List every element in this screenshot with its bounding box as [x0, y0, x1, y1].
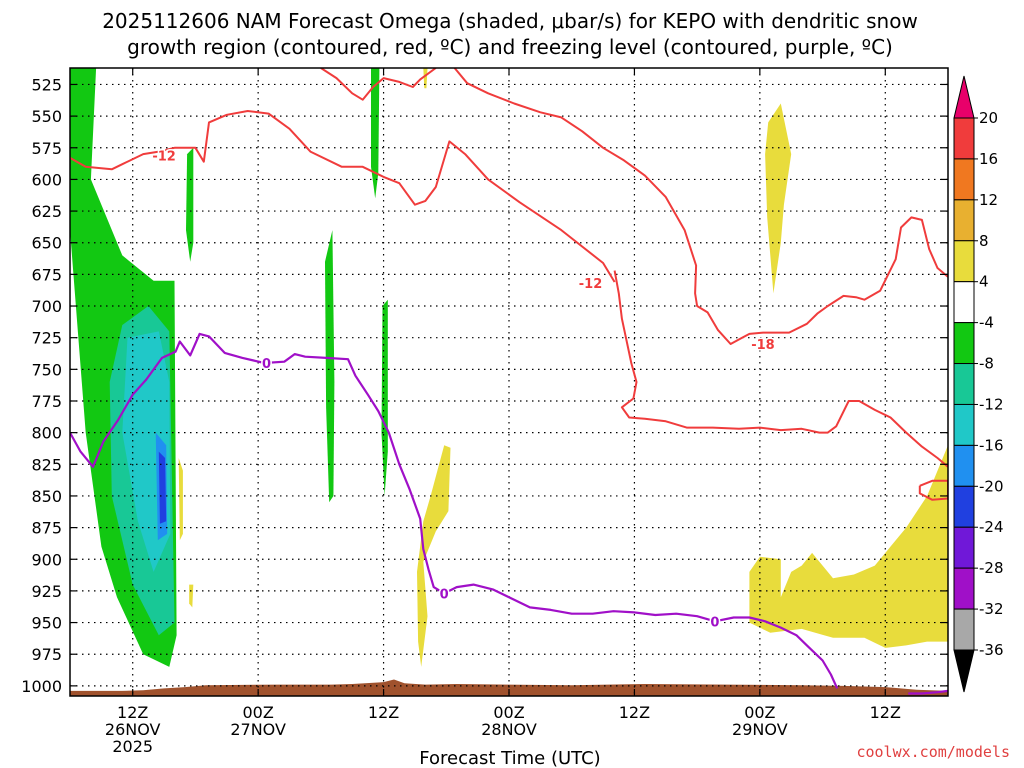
colorbar-cell-3: [953, 240, 975, 283]
y-tick-label-14: 875: [31, 519, 62, 538]
dgz-label-1: -12: [579, 277, 603, 292]
credit-text: coolwx.com/models: [856, 743, 1010, 761]
colorbar: 20 16 12 8 4 -4 -8 -12 -16 -20 -24 -28 -32 -36: [953, 75, 1004, 693]
y-tick-label-18: 975: [31, 645, 62, 664]
colorbar-label-1: 16: [979, 150, 998, 168]
chart-title: 2025112606 NAM Forecast Omega (shaded, μ…: [102, 9, 918, 59]
title-line-2: growth region (contoured, red, ºC) and f…: [127, 35, 893, 59]
y-tick-label-3: 600: [31, 170, 62, 189]
dgz-label-0: -12: [152, 149, 176, 164]
y-tick-label-12: 825: [31, 455, 62, 474]
freezing-contour-2: [908, 689, 948, 695]
terrain: [70, 679, 948, 696]
y-tick-label-13: 850: [31, 487, 62, 506]
x-tick-label-2-0: 12Z: [368, 703, 399, 722]
y-tick-label-9: 750: [31, 360, 62, 379]
y-tick-label-8: 725: [31, 329, 62, 348]
omega-shading: [70, 68, 948, 667]
colorbar-label-5: -4: [979, 314, 994, 332]
y-axis: 525 550 575 600 625 650 675 700 725 750 775 800 825 8…: [21, 75, 948, 696]
freezing-contour: [70, 332, 839, 689]
omega-region-4: [158, 451, 167, 524]
colorbar-cell-10: [953, 526, 975, 569]
colorbar-label-4: 4: [979, 273, 989, 291]
x-tick-label-0-2: 2025: [112, 737, 153, 756]
contours: [70, 68, 948, 695]
y-tick-label-1: 550: [31, 107, 62, 126]
omega-region-7: [371, 68, 380, 199]
colorbar-label-13: -36: [979, 641, 1004, 659]
colorbar-label-2: 12: [979, 191, 998, 209]
colorbar-label-6: -8: [979, 355, 994, 373]
freezing-label-2: 0: [710, 615, 719, 630]
dgz-contour-4: [453, 68, 948, 345]
colorbar-cell-0: [953, 117, 975, 160]
colorbar-cell-6: [953, 363, 975, 405]
omega-region-5: [186, 147, 194, 262]
colorbar-label-10: -24: [979, 518, 1004, 536]
x-tick-label-0-0: 12Z: [117, 703, 148, 722]
colorbar-cell-7: [953, 403, 975, 446]
dgz-contour-3: [320, 68, 437, 101]
grid: [70, 68, 948, 696]
omega-region-12: [417, 445, 451, 667]
colorbar-label-8: -16: [979, 436, 1004, 454]
dgz-contour-2: [918, 479, 948, 501]
colorbar-cell-2: [953, 199, 975, 242]
y-tick-label-7: 700: [31, 297, 62, 316]
x-tick-label-1-1: 27NOV: [230, 720, 286, 739]
y-tick-label-15: 900: [31, 550, 62, 569]
freezing-label-1: 0: [440, 587, 449, 602]
colorbar-label-11: -28: [979, 559, 1004, 577]
x-tick-label-5-1: 29NOV: [732, 720, 788, 739]
dgz-contour-1: [613, 270, 948, 468]
y-tick-label-2: 575: [31, 139, 62, 158]
colorbar-cell-12: [953, 608, 975, 651]
colorbar-bottom-triangle: [953, 649, 975, 693]
x-tick-label-1-0: 00Z: [242, 703, 273, 722]
dgz-label-4: -18: [751, 338, 775, 353]
colorbar-label-0: 20: [979, 109, 998, 127]
y-tick-label-17: 950: [31, 614, 62, 633]
y-tick-label-16: 925: [31, 582, 62, 601]
colorbar-cell-1: [953, 158, 975, 201]
terrain-fill: [70, 679, 948, 696]
y-tick-label-11: 800: [31, 424, 62, 443]
x-axis-title: Forecast Time (UTC): [419, 748, 600, 768]
colorbar-top-triangle: [953, 75, 975, 119]
y-tick-label-19: 1000: [21, 677, 62, 696]
y-tick-label-4: 625: [31, 202, 62, 221]
y-tick-label-6: 675: [31, 265, 62, 284]
omega-region-13: [765, 103, 792, 294]
colorbar-label-7: -12: [979, 395, 1004, 413]
omega-region-10: [189, 584, 194, 608]
omega-region-6: [325, 230, 335, 503]
colorbar-label-3: 8: [979, 232, 989, 250]
dgz-contour-0: [70, 110, 616, 283]
x-tick-label-0-1: 26NOV: [105, 720, 161, 739]
omega-region-14: [749, 445, 948, 648]
omega-region-11: [423, 68, 428, 89]
y-tick-label-10: 775: [31, 392, 62, 411]
y-tick-label-0: 525: [31, 75, 62, 94]
x-tick-label-3-0: 00Z: [493, 703, 524, 722]
contour-labels: -12 -12 -18 0 0 0: [151, 148, 776, 632]
omega-region-9: [178, 458, 183, 541]
title-line-1: 2025112606 NAM Forecast Omega (shaded, μ…: [102, 9, 918, 33]
x-tick-label-3-1: 28NOV: [481, 720, 537, 739]
colorbar-cell-8: [953, 444, 975, 487]
x-tick-label-4-0: 12Z: [619, 703, 650, 722]
colorbar-cell-5: [953, 322, 975, 365]
colorbar-cell-4: [953, 281, 975, 324]
freezing-label-0: 0: [262, 357, 271, 372]
y-tick-label-5: 650: [31, 234, 62, 253]
colorbar-cell-11: [953, 567, 975, 610]
colorbar-label-9: -20: [979, 477, 1004, 495]
x-tick-label-5-0: 00Z: [744, 703, 775, 722]
colorbar-cell-9: [953, 485, 975, 528]
colorbar-label-12: -32: [979, 600, 1004, 618]
x-tick-label-6-0: 12Z: [870, 703, 901, 722]
